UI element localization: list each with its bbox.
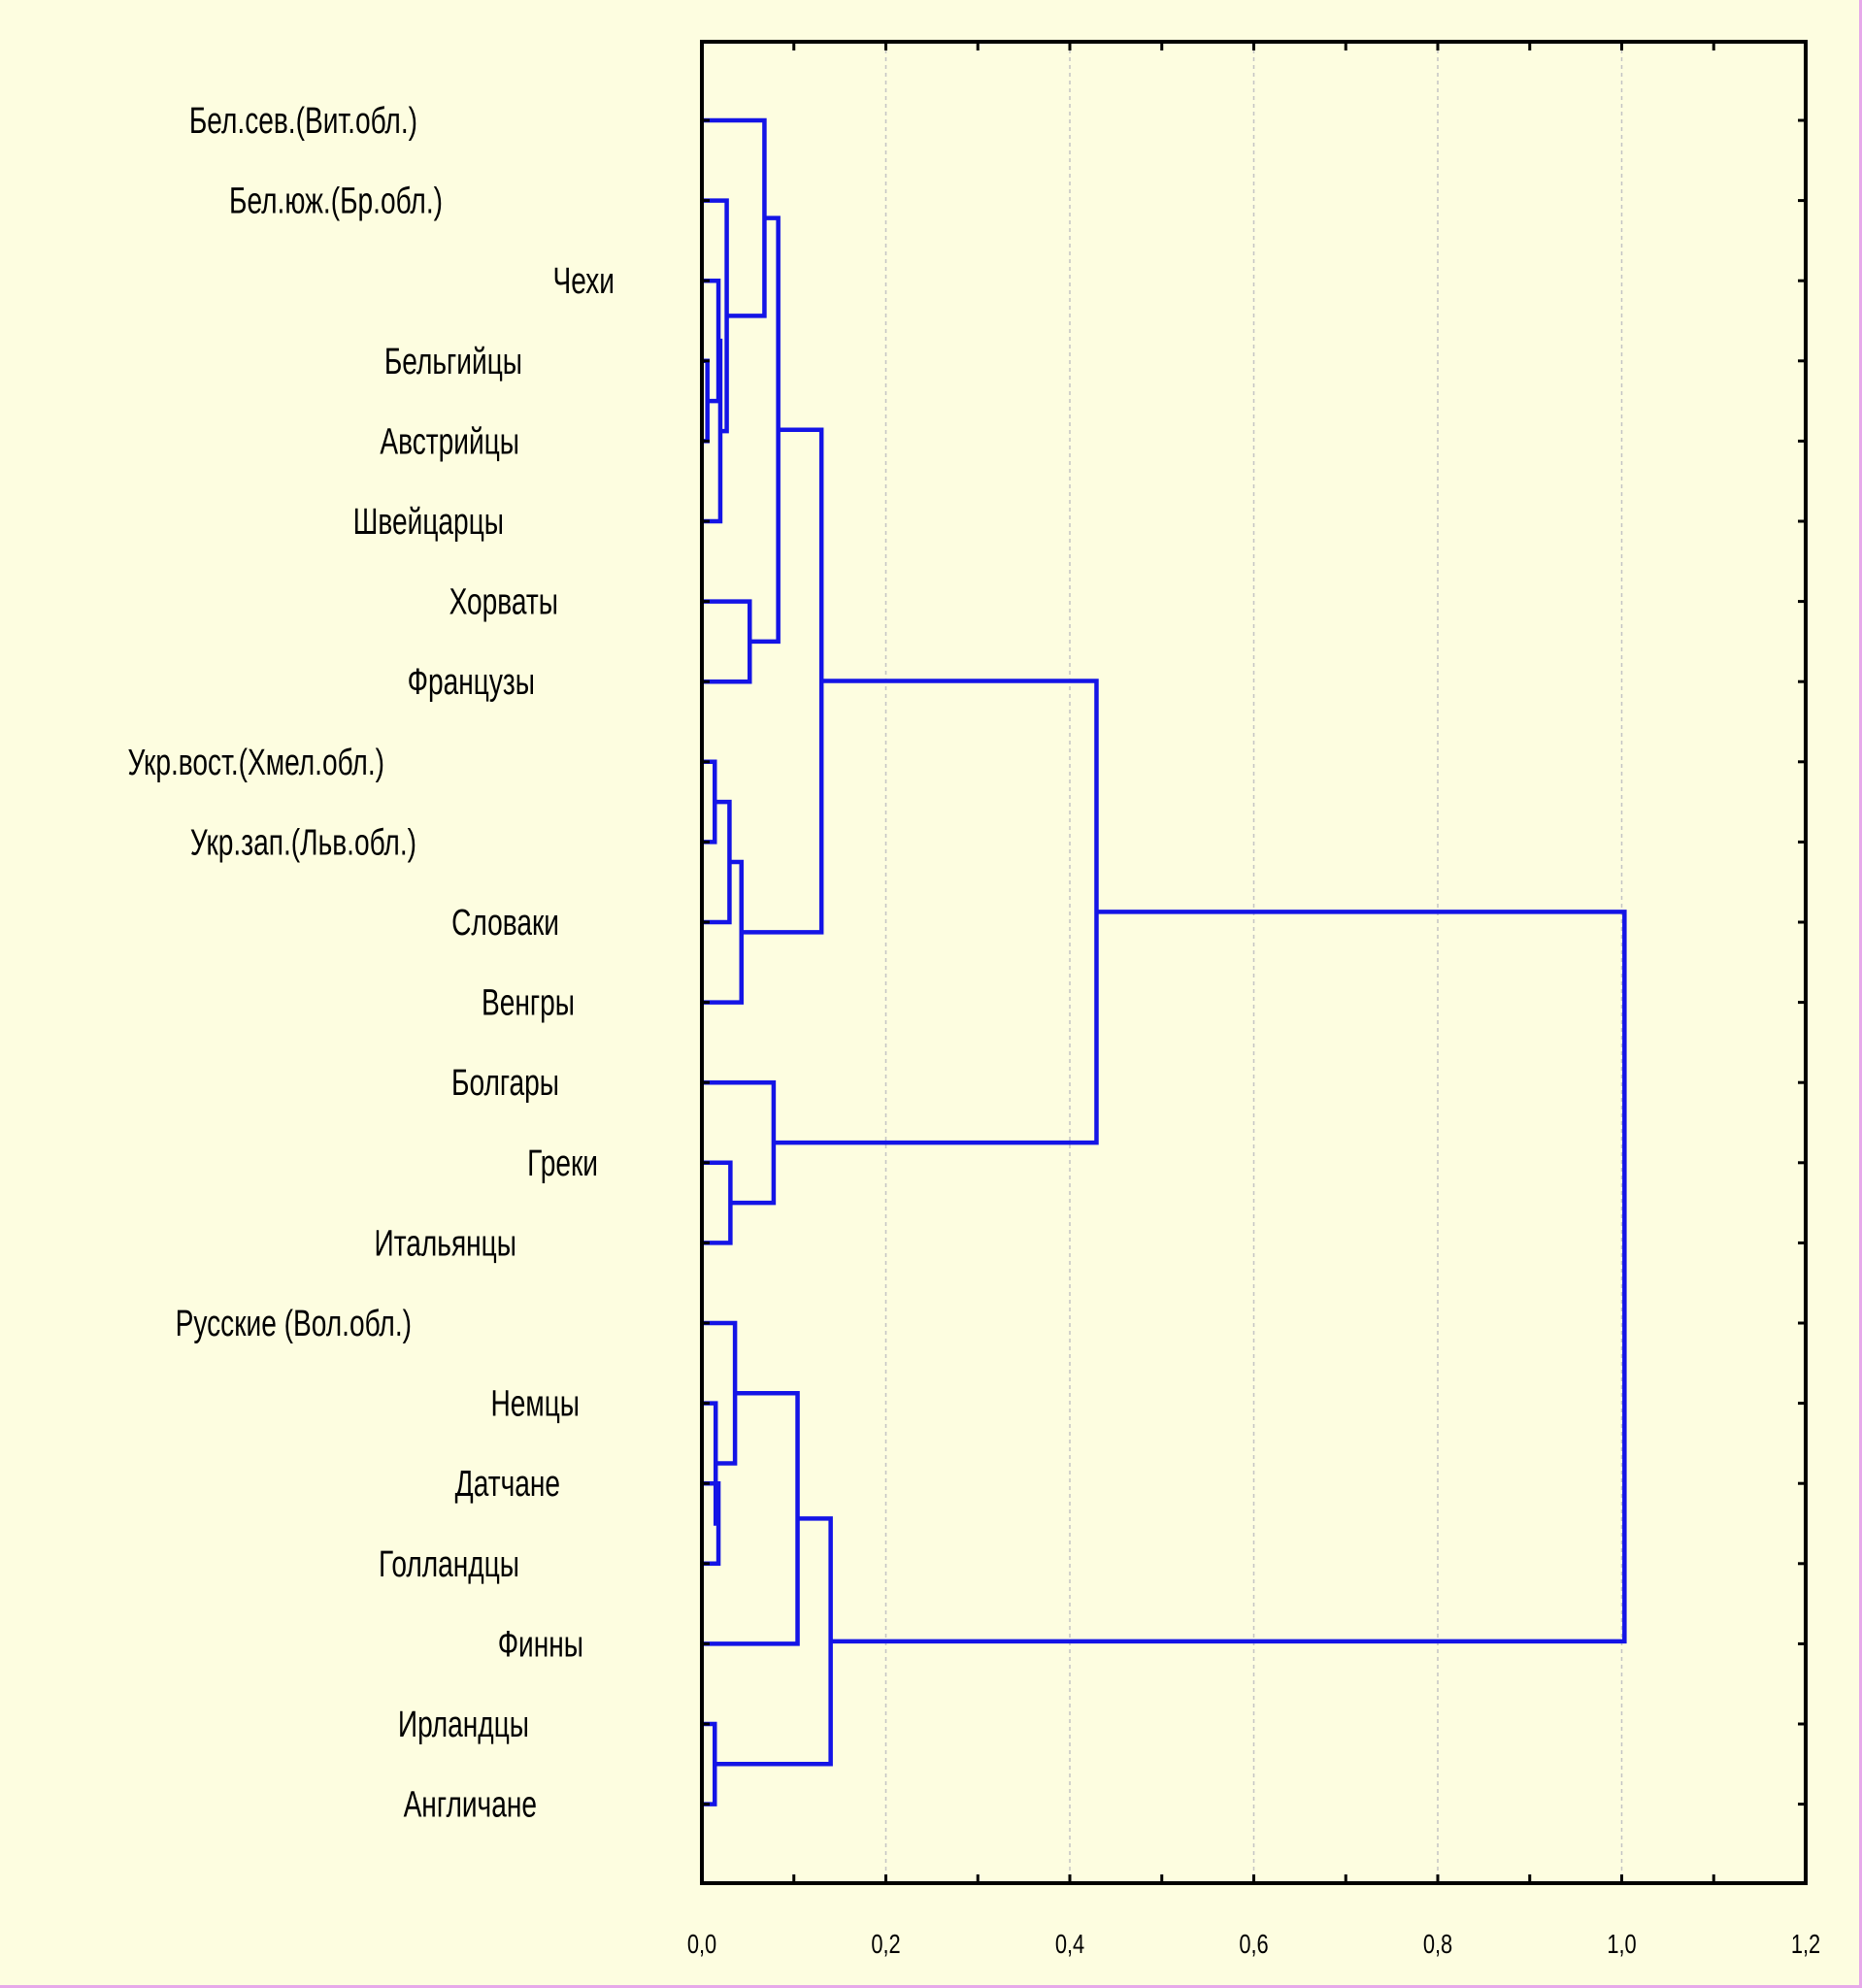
x-tick-label: 0,6 [1239, 1929, 1268, 1959]
leaf-label: Финны [498, 1624, 583, 1665]
leaf-label: Немцы [490, 1384, 580, 1425]
dendrogram-link [702, 278, 721, 404]
leaf-label: Чехи [552, 261, 615, 302]
dendrogram-link [830, 910, 1627, 1644]
plot-area-frame [700, 40, 1808, 1885]
leaf-label: Французы [408, 662, 535, 703]
leaf-label: Хорваты [449, 582, 558, 623]
leaf-label: Швейцарцы [353, 502, 504, 543]
leaf-label: Укр.вост.(Хмел.обл.) [127, 743, 384, 783]
leaf-label: Бельгийцы [384, 342, 522, 382]
leaf-label: Болгары [451, 1063, 559, 1104]
dendrogram-link [702, 117, 767, 318]
dendrogram-link [741, 427, 824, 935]
dendrogram-link [702, 1320, 738, 1466]
leaf-label: Австрийцы [380, 421, 519, 462]
dendrogram-links [702, 117, 1627, 1806]
x-tick-label: 0,0 [687, 1929, 716, 1959]
x-axis-tick-labels: 0,0 0,2 0,4 0,6 0,8 1,0 1,2 [687, 1929, 1820, 1959]
dendrogram-link [702, 859, 744, 1005]
grid [884, 42, 1623, 1883]
leaf-label: Словаки [451, 903, 559, 944]
leaf-labels: Бел.сев.(Вит.обл.) Бел.юж.(Бр.обл.) Чехи Бе… [127, 101, 615, 1826]
leaf-label: Венгры [482, 983, 575, 1024]
leaf-label: Голландцы [379, 1544, 519, 1585]
dendrogram-link [702, 1160, 733, 1245]
dendrogram-link [715, 1516, 833, 1767]
leaf-label: Итальянцы [375, 1223, 516, 1264]
leaf-label: Бел.юж.(Бр.обл.) [229, 182, 443, 222]
leaf-label: Датчане [455, 1464, 560, 1505]
leaf-label: Бел.сев.(Вит.обл.) [189, 101, 417, 142]
leaf-label: Англичане [404, 1785, 537, 1826]
x-tick-label: 1,0 [1607, 1929, 1636, 1959]
axis-ticks [700, 42, 1808, 1883]
x-tick-label: 0,2 [871, 1929, 900, 1959]
leaf-label: Греки [527, 1143, 598, 1184]
x-tick-label: 0,4 [1055, 1929, 1084, 1959]
leaf-label: Ирландцы [398, 1705, 529, 1745]
x-tick-label: 0,8 [1423, 1929, 1452, 1959]
dendrogram-link [702, 599, 752, 684]
leaf-label: Укр.зап.(Льв.обл.) [190, 822, 416, 863]
dendrogram-link [702, 1079, 777, 1206]
leaf-label: Русские (Вол.обл.) [176, 1304, 412, 1344]
x-tick-label: 1,2 [1791, 1929, 1820, 1959]
